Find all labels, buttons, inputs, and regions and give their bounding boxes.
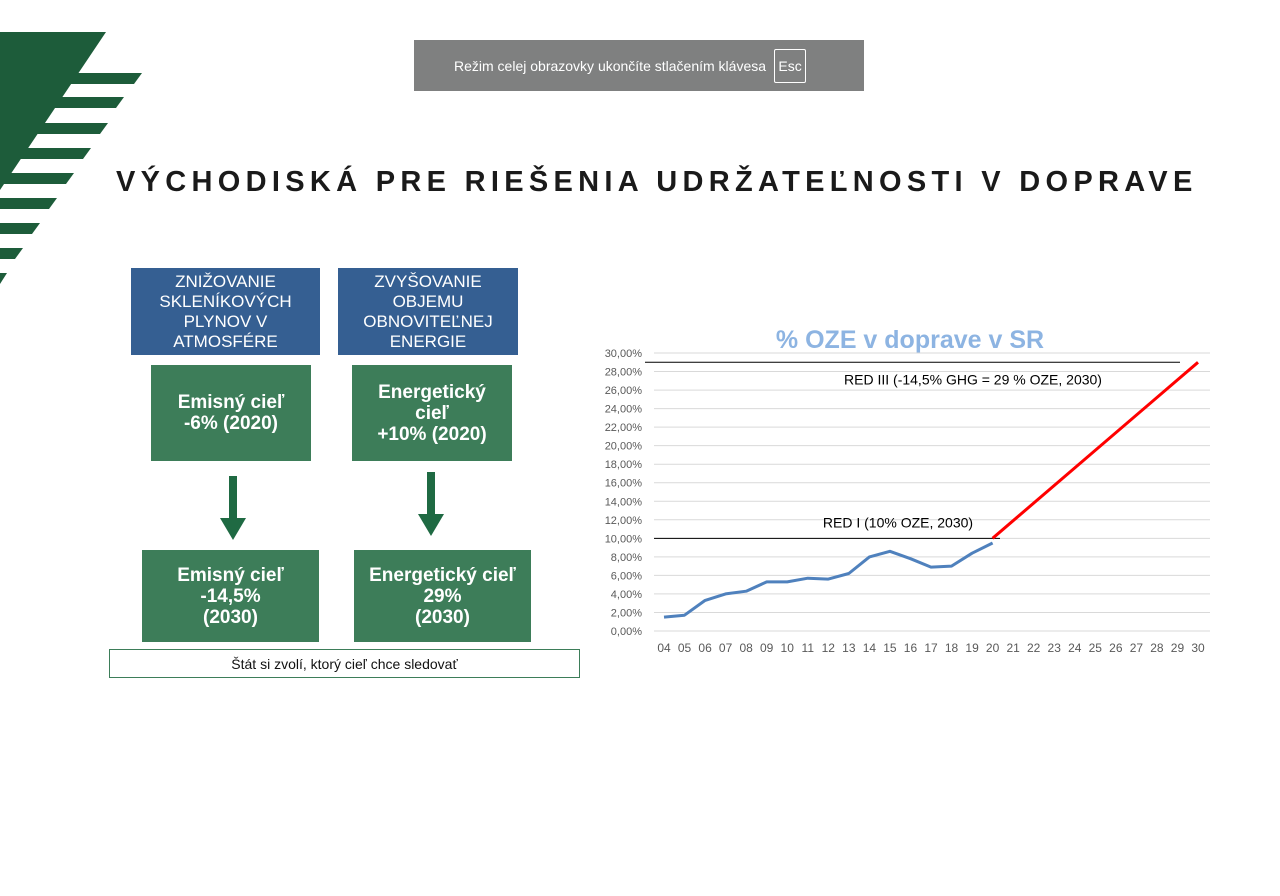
slide-title: VÝCHODISKÁ PRE RIEŠENIA UDRŽATEĽNOSTI V … bbox=[116, 166, 1198, 198]
y-tick-label: 0,00% bbox=[611, 626, 642, 638]
x-tick-label: 27 bbox=[1130, 641, 1144, 655]
arrow-down-icon bbox=[220, 476, 246, 540]
fullscreen-notice-text: Režim celej obrazovky ukončíte stlačením… bbox=[454, 57, 767, 74]
x-tick-label: 06 bbox=[698, 641, 712, 655]
y-tick-label: 12,00% bbox=[605, 515, 643, 527]
renewable-energy-header: ZVYŠOVANIE OBJEMU OBNOVITEĽNEJ ENERGIE bbox=[338, 268, 518, 355]
x-tick-label: 17 bbox=[924, 641, 938, 655]
esc-key-badge[interactable]: Esc bbox=[774, 48, 807, 83]
brand-stripes-logo bbox=[0, 32, 142, 284]
x-tick-label: 10 bbox=[781, 641, 795, 655]
x-tick-label: 21 bbox=[1006, 641, 1020, 655]
x-tick-label: 29 bbox=[1171, 641, 1185, 655]
emission-target-2020: Emisný cieľ -6% (2020) bbox=[151, 365, 311, 461]
x-tick-label: 13 bbox=[842, 641, 856, 655]
x-tick-label: 07 bbox=[719, 641, 733, 655]
x-tick-label: 24 bbox=[1068, 641, 1082, 655]
x-tick-label: 19 bbox=[965, 641, 979, 655]
reference-label: RED III (-14,5% GHG = 29 % OZE, 2030) bbox=[844, 371, 1102, 387]
y-tick-label: 22,00% bbox=[605, 422, 643, 434]
y-tick-label: 18,00% bbox=[605, 459, 643, 471]
x-tick-label: 16 bbox=[904, 641, 918, 655]
x-tick-label: 20 bbox=[986, 641, 1000, 655]
projection-series-line bbox=[991, 361, 1199, 540]
x-tick-label: 25 bbox=[1089, 641, 1103, 655]
y-tick-label: 4,00% bbox=[611, 589, 642, 601]
x-tick-label: 11 bbox=[802, 641, 815, 655]
y-tick-label: 20,00% bbox=[605, 441, 643, 453]
y-tick-label: 6,00% bbox=[611, 570, 642, 582]
oze-share-series-line bbox=[663, 541, 994, 619]
x-tick-label: 23 bbox=[1048, 641, 1062, 655]
emission-target-2030: Emisný cieľ -14,5% (2030) bbox=[142, 550, 319, 642]
x-tick-label: 22 bbox=[1027, 641, 1041, 655]
ghg-reduction-header: ZNIŽOVANIE SKLENÍKOVÝCH PLYNOV V ATMOSFÉ… bbox=[131, 268, 320, 355]
y-tick-label: 28,00% bbox=[605, 367, 643, 379]
x-tick-label: 30 bbox=[1191, 641, 1205, 655]
oze-line-chart: 0,00% 2,00% 4,00% 6,00% 8,00% 10,00% 12,00% 14,… bbox=[605, 348, 1210, 655]
reference-label: RED I (10% OZE, 2030) bbox=[823, 514, 973, 530]
chart-title: % OZE v doprave v SR bbox=[775, 326, 1045, 354]
x-tick-label: 18 bbox=[945, 641, 959, 655]
y-tick-label: 26,00% bbox=[605, 385, 643, 397]
y-tick-label: 8,00% bbox=[611, 552, 642, 564]
x-tick-label: 28 bbox=[1150, 641, 1164, 655]
x-tick-label: 12 bbox=[822, 641, 836, 655]
energy-target-2020: Energetický cieľ +10% (2020) bbox=[352, 365, 512, 461]
state-choice-note: Štát si zvolí, ktorý cieľ chce sledovať bbox=[109, 649, 580, 678]
x-tick-label: 04 bbox=[657, 641, 671, 655]
x-tick-label: 09 bbox=[760, 641, 774, 655]
energy-target-2030: Energetický cieľ 29% (2030) bbox=[354, 550, 531, 642]
y-tick-label: 10,00% bbox=[605, 533, 643, 545]
x-tick-label: 26 bbox=[1109, 641, 1123, 655]
y-tick-label: 30,00% bbox=[605, 348, 643, 360]
arrow-down-icon bbox=[418, 472, 444, 536]
x-tick-label: 08 bbox=[739, 641, 753, 655]
fullscreen-exit-notice: Režim celej obrazovky ukončíte stlačením… bbox=[414, 40, 864, 91]
y-tick-label: 24,00% bbox=[605, 404, 643, 416]
x-tick-label: 15 bbox=[883, 641, 897, 655]
x-tick-label: 14 bbox=[863, 641, 877, 655]
y-tick-label: 2,00% bbox=[611, 607, 642, 619]
x-tick-label: 05 bbox=[678, 641, 692, 655]
y-tick-label: 16,00% bbox=[605, 478, 643, 490]
y-tick-label: 14,00% bbox=[605, 496, 643, 508]
